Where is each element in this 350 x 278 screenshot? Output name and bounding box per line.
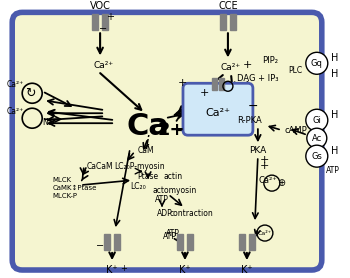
Text: PLC: PLC [288,66,302,75]
Text: ⊕: ⊕ [277,178,285,188]
Text: +: + [121,264,127,272]
Text: ATP: ATP [155,195,169,203]
Text: −: − [248,100,258,113]
Text: Ca²⁺: Ca²⁺ [7,107,24,116]
Text: ATP: ATP [163,232,177,240]
Bar [249,234,255,250]
Text: K⁺: K⁺ [106,265,118,275]
Text: +: + [260,161,270,171]
Text: K⁺: K⁺ [241,265,253,275]
Text: 2+: 2+ [158,121,186,139]
Text: actomyosin: actomyosin [153,186,197,195]
Text: H: H [331,110,338,120]
Circle shape [306,52,328,74]
Text: i: i [145,135,149,153]
Text: LC₂₀: LC₂₀ [130,182,146,191]
Text: CaMK↕Ptase: CaMK↕Ptase [52,185,97,191]
Text: +: + [106,12,114,22]
Text: ATP: ATP [326,166,340,175]
Text: CaCaM: CaCaM [87,162,114,171]
Text: LC₂₀P-myosin: LC₂₀P-myosin [115,162,165,171]
Circle shape [306,109,328,131]
Text: Ca²⁺: Ca²⁺ [205,108,230,118]
Bar [92,14,98,30]
Text: −: − [99,24,107,34]
Text: Ca²⁺: Ca²⁺ [221,63,241,72]
Text: MLCK: MLCK [52,177,71,183]
Text: ATP: ATP [166,229,180,238]
Bar [212,78,217,90]
FancyBboxPatch shape [12,12,322,270]
Text: actin: actin [163,172,182,181]
Bar [220,14,226,30]
Text: Ca: Ca [127,112,169,141]
Bar [187,234,193,250]
Text: Ca²⁺: Ca²⁺ [259,176,277,185]
Text: cAMP: cAMP [285,126,308,135]
Text: Ac: Ac [312,134,322,143]
Text: contraction: contraction [170,208,214,218]
Text: CaM: CaM [138,146,155,155]
Text: Gi: Gi [312,116,321,125]
Text: +: + [200,88,210,98]
Text: VOC: VOC [90,1,111,11]
Text: MLCK-P: MLCK-P [52,193,77,199]
Text: H: H [331,53,338,63]
Text: Ca²⁺: Ca²⁺ [258,230,272,235]
Bar [114,234,120,250]
Text: H: H [331,146,338,156]
Text: Ptase: Ptase [138,172,159,181]
Text: DAG + IP₃: DAG + IP₃ [237,74,279,83]
Text: H: H [331,69,338,79]
Circle shape [307,128,327,148]
Text: Na⁺: Na⁺ [42,118,57,127]
Circle shape [306,145,328,167]
Text: ↻: ↻ [25,87,35,100]
Text: Ca²⁺: Ca²⁺ [7,80,24,89]
Text: +: + [243,60,253,70]
Text: Gs: Gs [312,152,322,161]
Bar [102,14,108,30]
Text: +: + [260,155,270,165]
Bar [104,234,110,250]
Text: −: − [96,241,104,251]
Bar [177,234,183,250]
FancyBboxPatch shape [183,83,253,135]
Text: Ca²⁺: Ca²⁺ [93,61,113,70]
Bar [239,234,245,250]
Text: +: + [177,78,187,88]
Bar [230,14,236,30]
Text: PIP₂: PIP₂ [262,56,278,65]
Text: Gq: Gq [311,59,323,68]
Text: CCE: CCE [218,1,238,11]
Text: ADP: ADP [157,208,173,218]
Text: R-PKA: R-PKA [238,116,262,125]
Text: PKA: PKA [249,146,266,155]
Bar [219,78,224,90]
Text: K⁺: K⁺ [179,265,191,275]
